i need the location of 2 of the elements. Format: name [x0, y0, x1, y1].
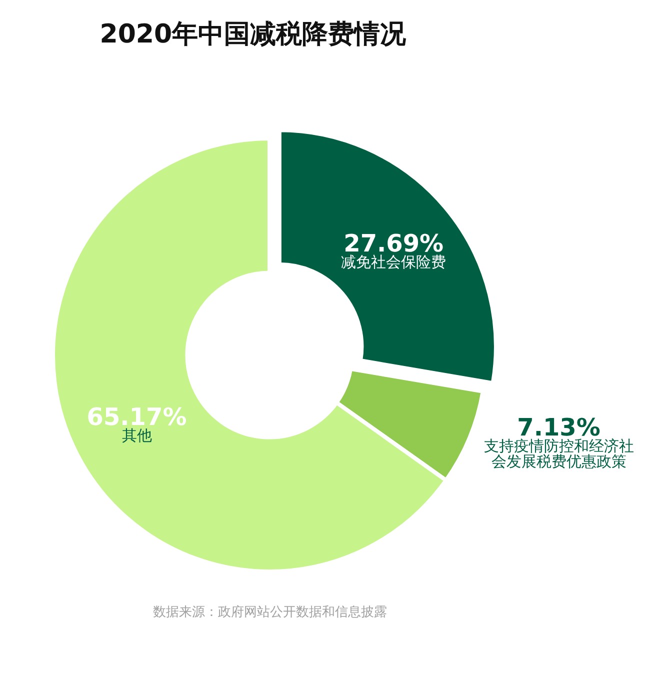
chart-title: 2020年中国减税降费情况 — [100, 20, 408, 50]
source-note: 数据来源：政府网站公开数据和信息披露 — [153, 604, 387, 620]
